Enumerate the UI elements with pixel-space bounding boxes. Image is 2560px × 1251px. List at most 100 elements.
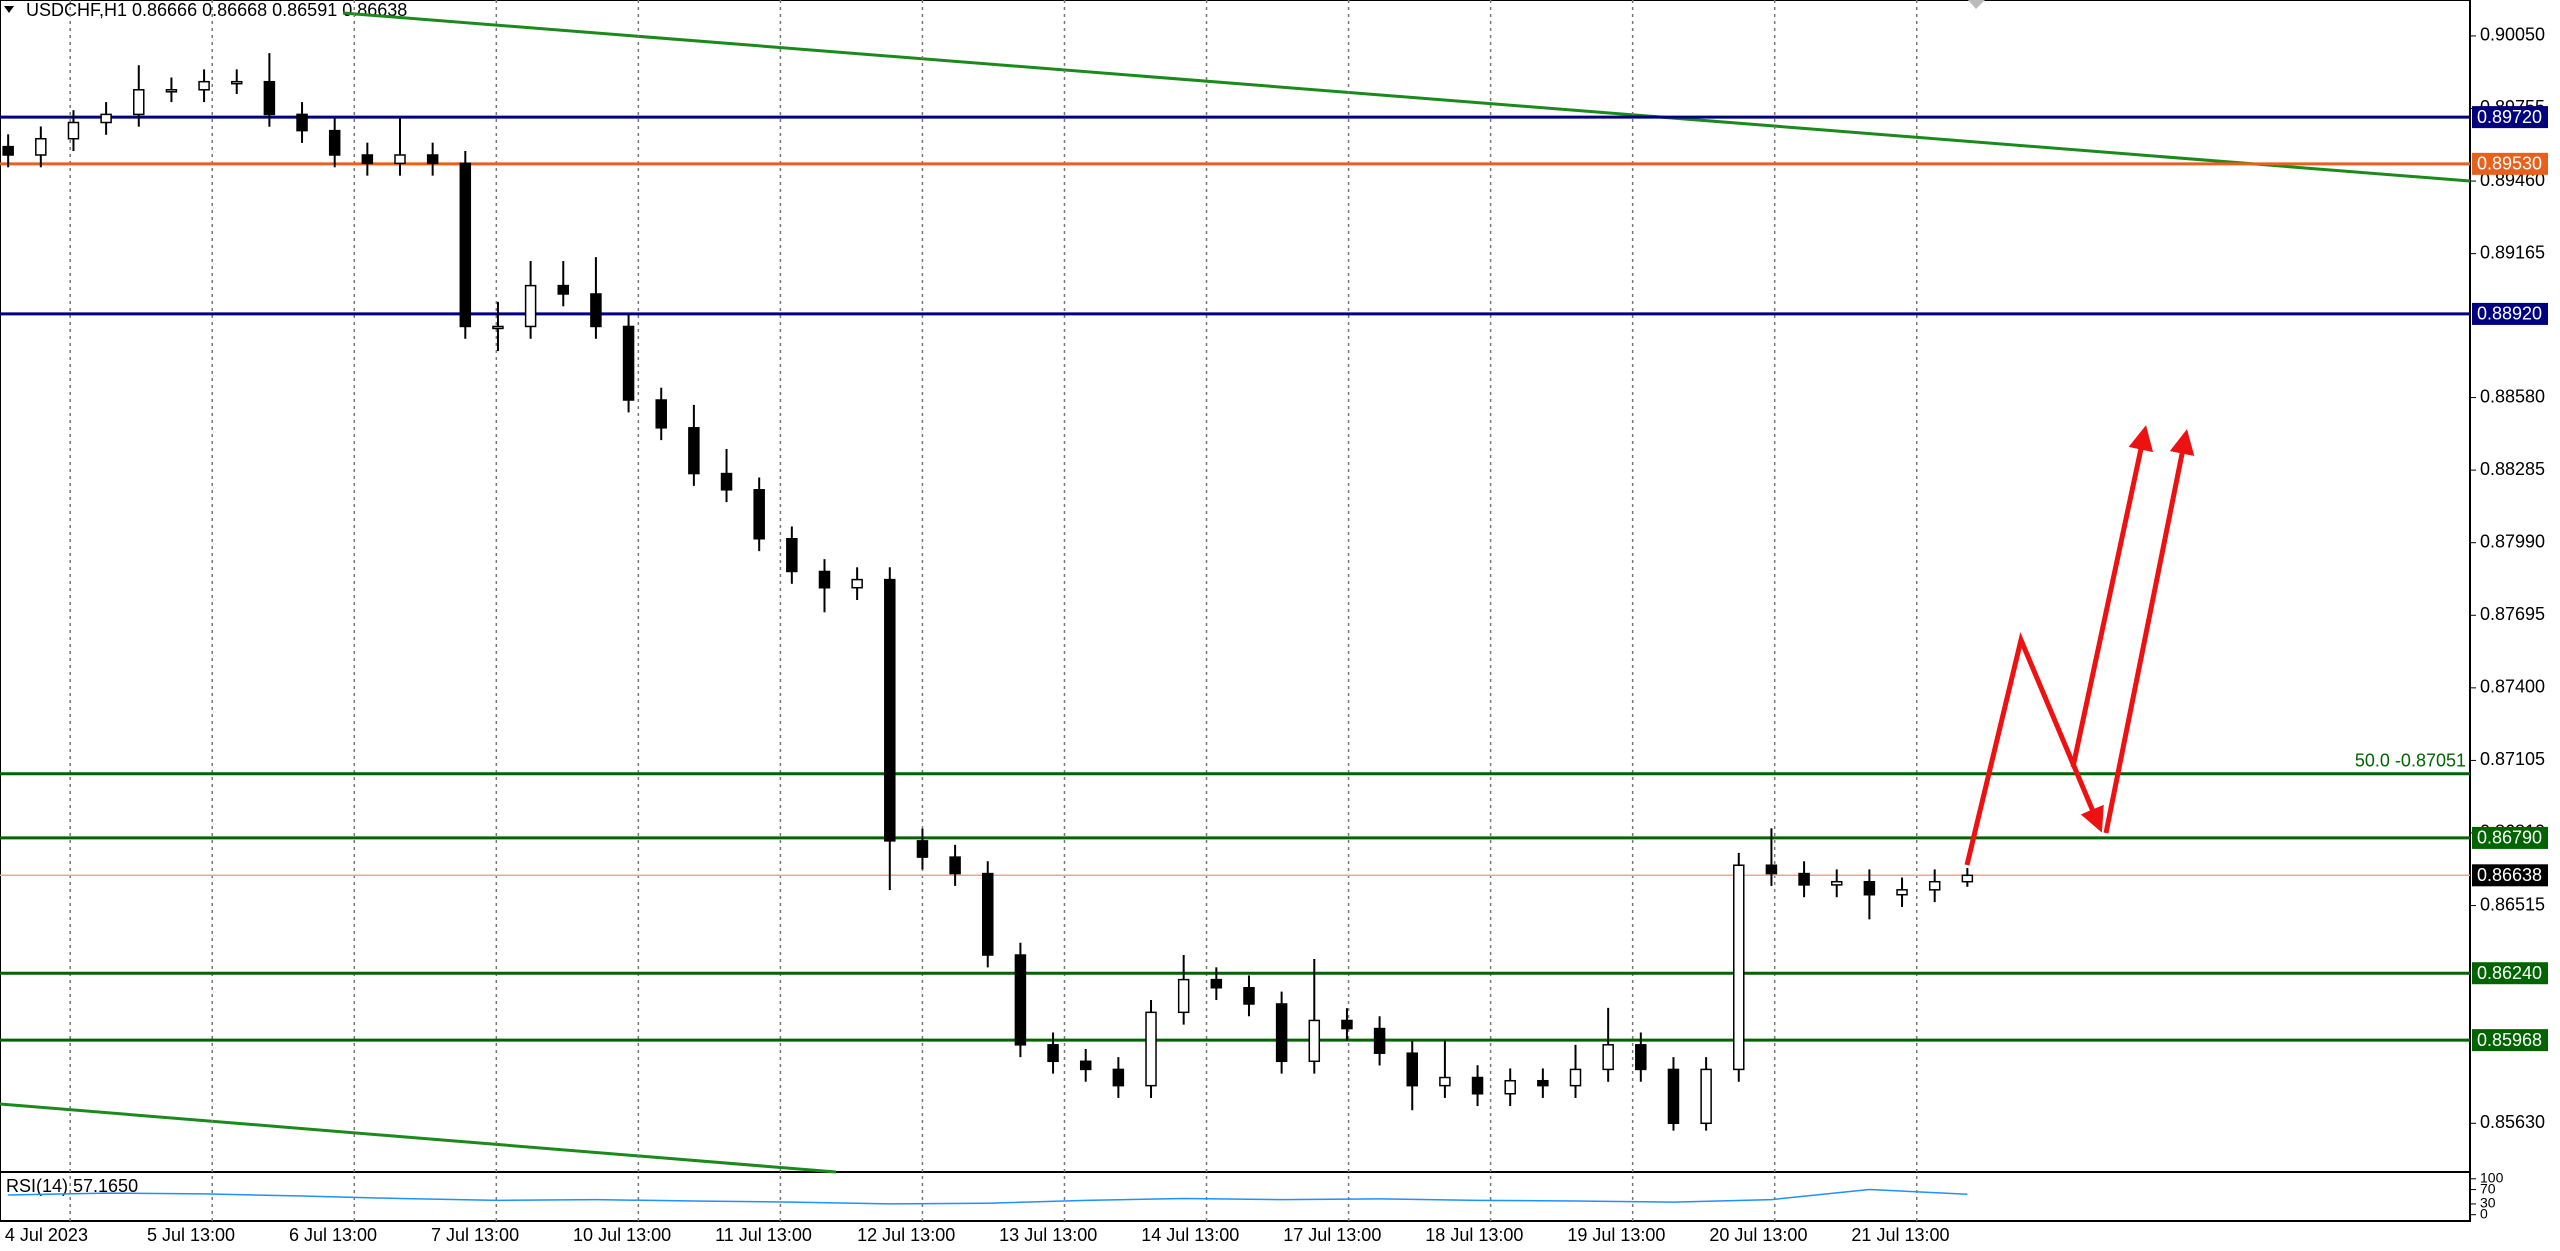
- candle-body: [557, 284, 570, 295]
- x-tick-label: 6 Jul 13:00: [289, 1225, 377, 1245]
- y-tick-label: 0.88285: [2480, 459, 2545, 479]
- candle-body: [1961, 874, 1974, 883]
- x-tick-label: 12 Jul 13:00: [857, 1225, 955, 1245]
- candle-body: [35, 138, 47, 156]
- candle-body: [1798, 872, 1810, 886]
- menu-icon[interactable]: [4, 6, 14, 13]
- candle-body: [426, 154, 439, 165]
- candle-body: [1700, 1068, 1712, 1125]
- candle-body: [655, 399, 667, 429]
- candle-body: [198, 80, 210, 91]
- candle-body: [328, 129, 341, 156]
- candle-body: [296, 113, 308, 132]
- y-tick-label: 0.86515: [2480, 894, 2545, 914]
- level-label-bg: [2472, 106, 2548, 129]
- candle-body: [1177, 978, 1190, 1014]
- level-label: 0.89530: [2477, 154, 2542, 174]
- level-label: 0.86790: [2477, 828, 2542, 848]
- level-label: 0.86240: [2477, 963, 2542, 983]
- candle-body: [818, 570, 831, 589]
- bid-label: 0.86638: [2477, 865, 2542, 885]
- x-tick-label: 14 Jul 13:00: [1141, 1225, 1239, 1245]
- y-tick-label: 0.87990: [2480, 531, 2545, 551]
- candle-body: [1210, 978, 1223, 989]
- candle-body: [394, 154, 406, 165]
- rsi-tick-label: 30: [2480, 1195, 2496, 1211]
- candle-body: [1863, 880, 1876, 896]
- candle-body: [1079, 1060, 1092, 1071]
- x-tick-label: 20 Jul 13:00: [1709, 1225, 1807, 1245]
- candle-body: [524, 284, 537, 328]
- candle-body: [1733, 864, 1745, 1071]
- candle-body: [1243, 986, 1255, 1005]
- rsi-line: [8, 1188, 1968, 1205]
- candle-body: [590, 293, 602, 328]
- candle-body: [1635, 1044, 1647, 1071]
- candle-body: [1896, 889, 1908, 896]
- level-label: 0.85968: [2477, 1030, 2542, 1050]
- x-tick-label: 21 Jul 13:00: [1851, 1225, 1949, 1245]
- candle-body: [1602, 1044, 1614, 1071]
- candle-body: [459, 162, 472, 328]
- candle-body: [1765, 864, 1778, 875]
- candle-body: [2, 145, 14, 156]
- forecast-arrow: [2103, 429, 2195, 834]
- x-tick-label: 5 Jul 13:00: [147, 1225, 235, 1245]
- candle-body: [851, 578, 863, 589]
- candle-body: [1145, 1011, 1157, 1087]
- rsi-tick-label: 100: [2480, 1169, 2504, 1185]
- candle-body: [361, 154, 374, 165]
- x-tick-label: 18 Jul 13:00: [1425, 1225, 1523, 1245]
- forecast-arrow: [1964, 631, 2104, 866]
- plot-frame: [0, 0, 2471, 1222]
- candle-body: [1112, 1068, 1125, 1087]
- candle-body: [1569, 1068, 1582, 1087]
- x-tick-label: 10 Jul 13:00: [573, 1225, 671, 1245]
- x-tick-label: 19 Jul 13:00: [1567, 1225, 1665, 1245]
- candle-body: [1341, 1019, 1353, 1030]
- candle-body: [1928, 880, 1941, 891]
- candle-body: [884, 578, 896, 842]
- candle-body: [1308, 1019, 1321, 1063]
- candle-body: [133, 89, 145, 116]
- candle-body: [1047, 1044, 1059, 1063]
- marker-icon: [1968, 0, 1985, 9]
- candle-body: [688, 427, 700, 475]
- y-tick-label: 0.89165: [2480, 242, 2545, 262]
- x-tick-label: 17 Jul 13:00: [1283, 1225, 1381, 1245]
- candle-body: [1014, 954, 1027, 1046]
- y-tick-label: 0.87400: [2480, 677, 2545, 697]
- y-tick-label: 0.87105: [2480, 749, 2545, 769]
- candle-body: [1373, 1027, 1386, 1054]
- y-tick-label: 0.90050: [2480, 25, 2545, 45]
- level-label-bg: [2472, 152, 2548, 175]
- candle-body: [753, 489, 765, 540]
- trend-line: [342, 11, 2471, 183]
- level-label-bg: [2472, 826, 2548, 849]
- trend-line: [0, 1102, 837, 1174]
- candle-body: [1439, 1076, 1451, 1087]
- candle-body: [1830, 880, 1843, 886]
- y-tick-label: 0.87695: [2480, 604, 2545, 624]
- candle-body: [165, 89, 178, 93]
- level-label-bg: [2472, 962, 2548, 985]
- candle-body: [949, 856, 961, 875]
- candle-body: [67, 121, 80, 140]
- rsi-tick-label: 0: [2480, 1205, 2488, 1221]
- candle-body: [1537, 1079, 1549, 1087]
- candle-body: [1406, 1052, 1418, 1087]
- y-tick-label: 0.88580: [2480, 386, 2545, 406]
- level-label: 0.88920: [2477, 304, 2542, 324]
- candle-body: [492, 325, 504, 330]
- candle-body: [1275, 1003, 1288, 1063]
- y-tick-label: 0.85630: [2480, 1112, 2545, 1132]
- candle-body: [263, 80, 276, 116]
- level-label-bg: [2472, 1029, 2548, 1052]
- candle-body: [622, 325, 635, 401]
- level-label: 0.89720: [2477, 107, 2542, 127]
- x-tick-label: 7 Jul 13:00: [431, 1225, 519, 1245]
- candle-body: [1471, 1076, 1484, 1095]
- x-tick-label: 4 Jul 2023: [5, 1225, 88, 1245]
- candle-body: [786, 538, 798, 573]
